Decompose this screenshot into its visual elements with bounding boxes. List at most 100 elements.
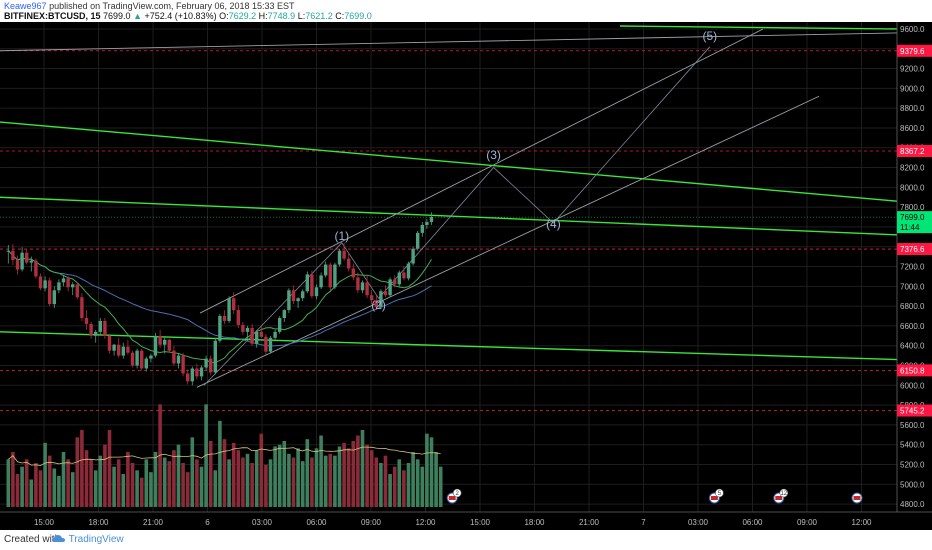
brand-name: TradingView	[68, 534, 124, 545]
volume-bar	[29, 479, 34, 507]
time-tick-label: 09:00	[797, 518, 818, 527]
volume-bar	[61, 452, 66, 507]
candle-body	[66, 278, 70, 288]
time-tick-label: 21:00	[143, 518, 164, 527]
candle-body	[393, 279, 397, 285]
volume-bar	[57, 475, 61, 507]
volume-bar	[172, 450, 176, 507]
volume-bar	[268, 459, 273, 507]
volume-bar	[264, 464, 268, 507]
volume-bar	[360, 430, 365, 507]
candle-body	[416, 232, 420, 249]
channel-line[interactable]	[199, 28, 764, 314]
volume-bar	[374, 457, 379, 507]
change-arrow-icon: ▲	[133, 11, 142, 21]
price-tick-label: 9600.0	[900, 25, 925, 34]
volume-bar	[250, 463, 254, 507]
volume-bar	[291, 457, 296, 507]
volume-bar	[254, 450, 259, 507]
candle-body	[328, 264, 332, 288]
candle-body	[425, 221, 429, 225]
volume-bar	[218, 420, 222, 507]
candlestick-chart[interactable]: (1) (2) (3) (4) (5) 2 5 12 4800.0 5000.0 5200.0 540…	[0, 22, 932, 530]
trend-line[interactable]	[0, 331, 898, 361]
volume-bar	[66, 459, 70, 507]
volume-bar	[6, 459, 11, 507]
candle-body	[236, 310, 240, 325]
volume-bar	[15, 474, 20, 507]
volume-bar	[369, 450, 374, 507]
volume-bar	[149, 472, 153, 507]
trend-line[interactable]	[619, 25, 898, 30]
trend-line[interactable]	[0, 121, 898, 202]
author-link[interactable]: Keawe967	[4, 1, 47, 11]
candle-body	[310, 274, 314, 297]
volume-bar	[420, 466, 425, 507]
volume-bar	[425, 433, 429, 507]
candle-body	[370, 295, 374, 301]
price-tick-label: 5200.0	[900, 460, 925, 469]
price-tick-label: 7800.0	[900, 203, 925, 212]
candle-body	[172, 350, 176, 364]
candle-body	[264, 336, 268, 352]
volume-bar	[70, 472, 75, 507]
volume-bar	[195, 459, 199, 507]
price-axis	[897, 22, 932, 530]
price-tick-label: 8600.0	[900, 124, 925, 133]
volume-bar	[167, 461, 172, 507]
trend-line[interactable]	[0, 196, 898, 236]
candle-body	[250, 327, 254, 344]
event-badge-count: 5	[718, 491, 722, 497]
volume-bar	[379, 463, 383, 507]
candle-body	[273, 331, 277, 338]
candle-body	[130, 352, 135, 366]
chart-header: Keawe967 published on TradingView.com, F…	[0, 0, 932, 22]
price-tick-label: 7200.0	[900, 263, 925, 272]
candle-body	[351, 268, 355, 278]
candle-body	[268, 337, 273, 352]
wave-path[interactable]	[203, 46, 711, 386]
candle-body	[135, 350, 139, 366]
volume-bar	[153, 452, 158, 507]
candle-body	[241, 324, 245, 332]
volume-bar	[20, 466, 24, 507]
footer: Created with TradingView	[0, 530, 932, 550]
current-price-tag[interactable]	[897, 211, 932, 234]
volume-bar	[245, 453, 250, 507]
tradingview-logo[interactable]: TradingView	[52, 534, 124, 545]
time-tick-label: 06:00	[306, 518, 327, 527]
level-tag[interactable]	[897, 44, 932, 57]
chart-area[interactable]: (1) (2) (3) (4) (5) 2 5 12 4800.0 5000.0 5200.0 540…	[0, 22, 932, 530]
candle-body	[89, 323, 93, 336]
volume-bar	[24, 459, 29, 507]
channel-line[interactable]	[196, 95, 820, 388]
volume-bar	[38, 470, 43, 507]
candle-body	[11, 250, 15, 261]
volume-bar	[208, 441, 213, 507]
volume-bar	[296, 448, 300, 507]
candle-body	[213, 340, 217, 373]
event-badge-count: 12	[780, 491, 787, 497]
candle-body	[153, 335, 158, 356]
time-tick-label: 21:00	[579, 518, 600, 527]
volume-bar	[300, 461, 305, 507]
volume-bar	[273, 446, 277, 507]
volume-bar	[305, 439, 310, 507]
volume-bar	[383, 455, 388, 507]
level-tag[interactable]	[897, 243, 932, 256]
candle-body	[296, 298, 300, 302]
volume-bar	[185, 472, 190, 507]
level-tag[interactable]	[897, 364, 932, 377]
volume-bar	[356, 435, 360, 507]
volume-bar	[337, 446, 342, 507]
volume-bar	[231, 442, 236, 507]
volume-bar	[52, 468, 57, 507]
volume-bar	[438, 466, 443, 507]
candle-body	[61, 278, 66, 283]
volume-bar	[176, 444, 181, 507]
candle-body	[140, 350, 144, 369]
channel-line[interactable]	[0, 32, 898, 52]
time-tick-label: 09:00	[361, 518, 382, 527]
level-tag[interactable]	[897, 404, 932, 417]
level-tag[interactable]	[897, 144, 932, 157]
